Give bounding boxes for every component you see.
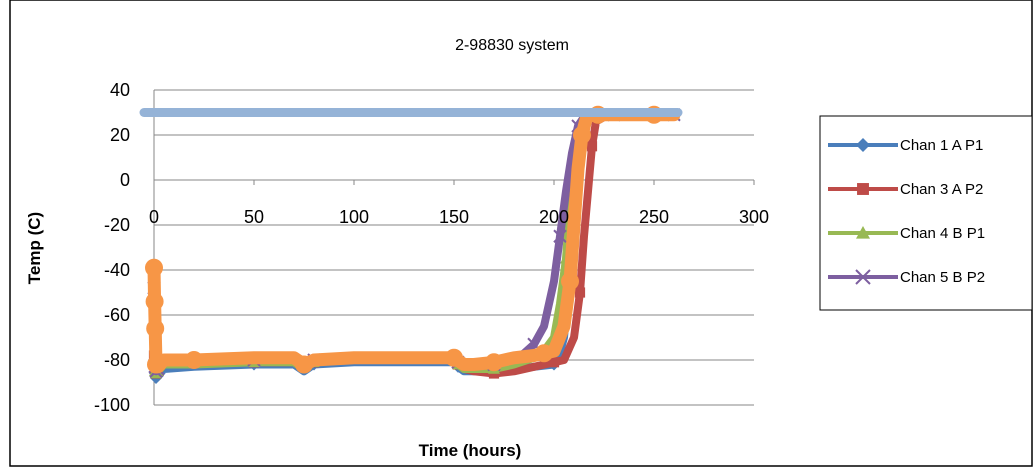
x-tick-label: 150 xyxy=(439,207,469,227)
x-tick-label: 200 xyxy=(539,207,569,227)
data-point xyxy=(145,292,164,311)
data-point xyxy=(445,348,463,367)
y-tick-label: 20 xyxy=(110,125,130,145)
data-point xyxy=(485,353,503,372)
legend-marker xyxy=(856,138,870,152)
chart-title: 2-98830 system xyxy=(455,37,569,54)
legend: Chan 1 A P1 Chan 3 A P2 Chan 4 B P1 Chan 5 … xyxy=(819,115,1033,311)
data-point xyxy=(548,357,560,368)
data-point xyxy=(185,351,203,369)
x-tick-label: 0 xyxy=(149,207,159,227)
legend-label: Chan 4 B P1 xyxy=(900,225,985,242)
x-tick-label: 250 xyxy=(639,207,669,227)
x-tick-label: 50 xyxy=(244,207,264,227)
data-point xyxy=(146,319,165,338)
data-point xyxy=(586,141,598,152)
y-tick-label: 0 xyxy=(120,170,130,190)
legend-label: Chan 5 B P2 xyxy=(900,269,985,286)
y-axis-title: Temp (C) xyxy=(25,212,44,284)
series-layer xyxy=(139,105,683,384)
data-point xyxy=(535,344,553,363)
x-tick-label: 100 xyxy=(339,207,369,227)
y-tick-label: -60 xyxy=(104,305,130,325)
y-tick-label: -20 xyxy=(104,215,130,235)
data-point xyxy=(573,126,591,144)
legend-label: Chan 3 A P2 xyxy=(900,181,983,198)
legend-marker xyxy=(855,269,871,285)
y-tick-label: 40 xyxy=(110,80,130,100)
data-point xyxy=(561,272,579,291)
data-point xyxy=(145,258,163,277)
data-point xyxy=(295,355,313,374)
data-point xyxy=(147,355,165,374)
y-tick-label: -80 xyxy=(104,350,130,370)
legend-marker xyxy=(857,183,869,195)
data-point xyxy=(574,287,586,298)
legend-marker xyxy=(856,226,870,239)
y-tick-label: -40 xyxy=(104,260,130,280)
x-axis-title: Time (hours) xyxy=(419,441,522,460)
data-point xyxy=(553,229,567,243)
legend-label: Chan 1 A P1 xyxy=(900,137,983,154)
y-tick-label: -100 xyxy=(94,395,130,415)
x-tick-label: 300 xyxy=(739,207,769,227)
